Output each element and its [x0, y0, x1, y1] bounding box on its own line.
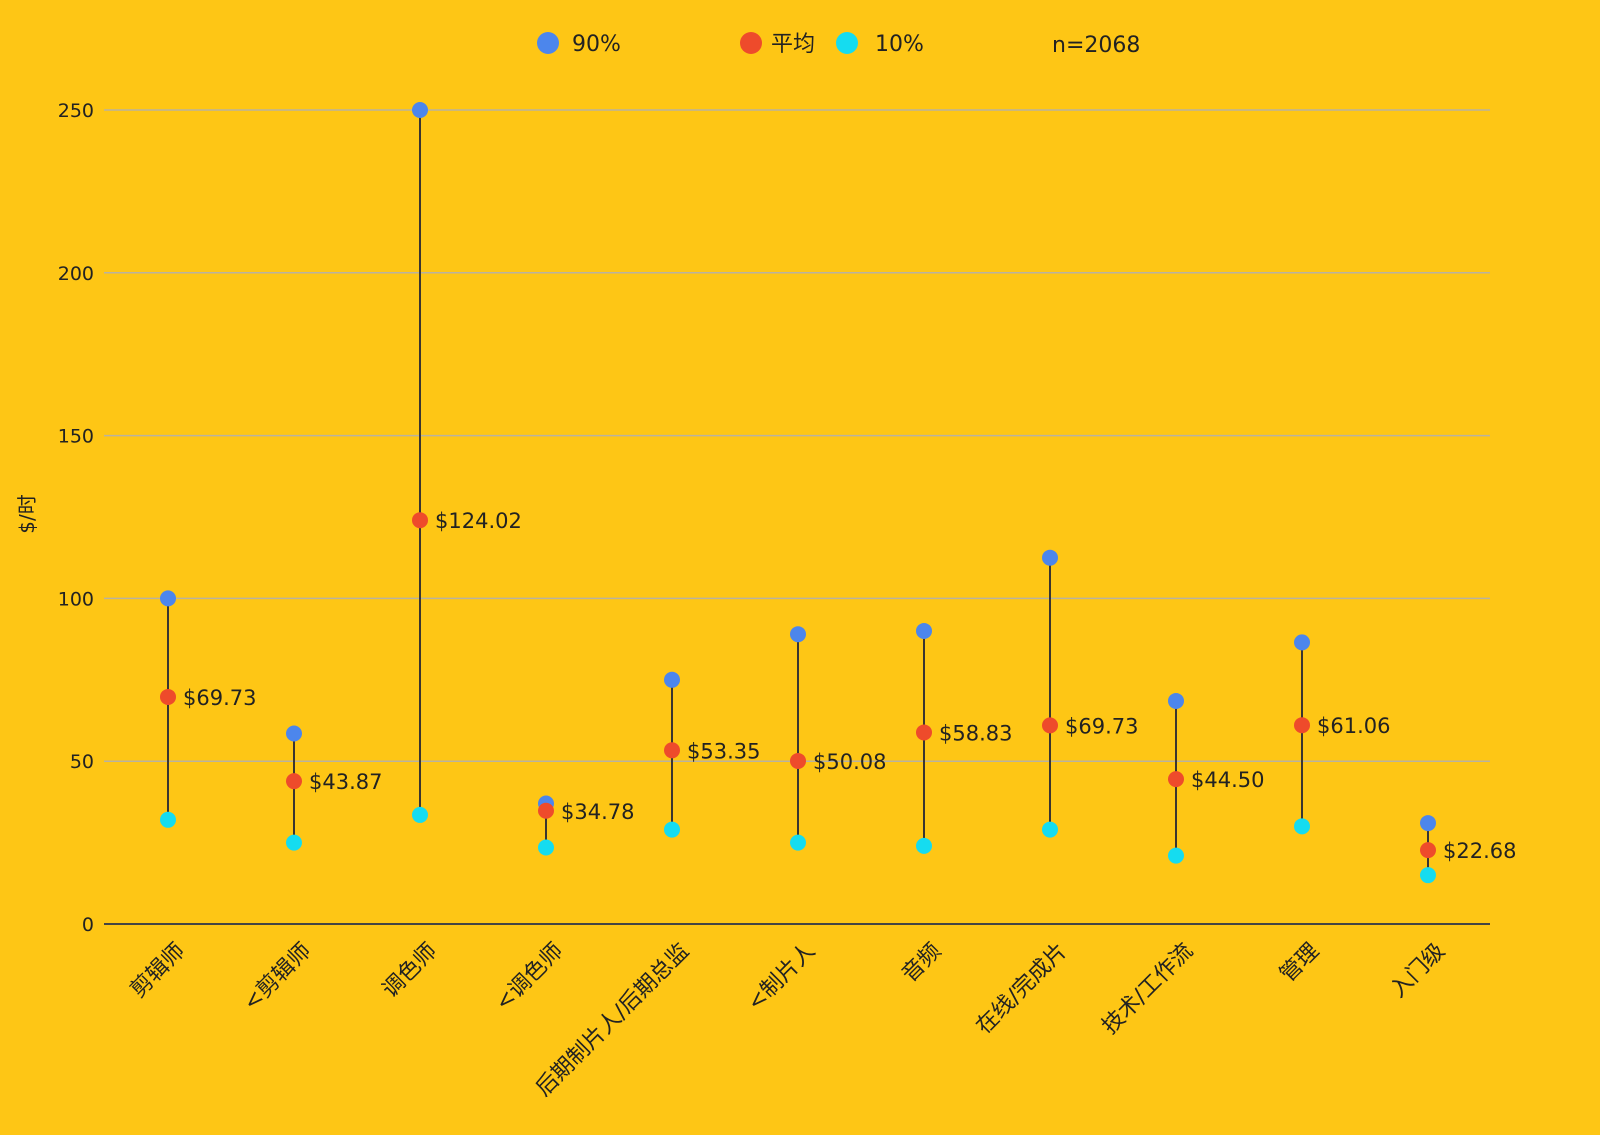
- mean-value-label: $53.35: [687, 739, 760, 763]
- legend-swatch-10: [836, 32, 858, 54]
- mean-value-label: $43.87: [309, 770, 382, 794]
- y-tick-labels: 0 50 100 150 200 250: [58, 100, 94, 936]
- p10-dot: [160, 811, 176, 828]
- p10-dot: [1168, 847, 1184, 864]
- legend: 90% 平均 10% n=2068: [537, 32, 1140, 58]
- p10-dot: [286, 834, 302, 851]
- mean-value-label: $61.06: [1317, 714, 1390, 738]
- mean-dot: [1294, 717, 1310, 734]
- p90-dot: [916, 622, 932, 639]
- p90-dot: [160, 590, 176, 607]
- p10-dot: [664, 821, 680, 838]
- category-label: <制片人: [743, 939, 820, 1016]
- p10-dot: [538, 839, 554, 856]
- mean-value-label: $124.02: [435, 509, 522, 533]
- mean-dot: [916, 724, 932, 741]
- p10-dot: [1042, 821, 1058, 838]
- mean-value-label: $69.73: [183, 686, 256, 710]
- mean-dot: [412, 512, 428, 529]
- mean-dot: [538, 802, 554, 819]
- mean-dot: [286, 773, 302, 790]
- legend-swatch-avg: [740, 32, 762, 54]
- y-tick-label: 0: [82, 914, 94, 936]
- y-tick-label: 100: [58, 588, 94, 610]
- y-tick-label: 200: [58, 263, 94, 285]
- category-label: 技术/工作流: [1098, 939, 1199, 1040]
- category-label: 管理: [1275, 939, 1324, 988]
- data-points: [160, 102, 1436, 884]
- legend-swatch-90: [537, 32, 559, 54]
- y-axis-label: $/时: [15, 494, 39, 533]
- p90-dot: [790, 626, 806, 643]
- category-label: <调色师: [491, 939, 568, 1016]
- p10-dot: [790, 834, 806, 851]
- p10-dot: [916, 837, 932, 854]
- category-label: 在线/完成片: [972, 939, 1073, 1040]
- p10-dot: [1420, 867, 1436, 884]
- legend-label-10: 10%: [875, 32, 924, 57]
- y-tick-label: 250: [58, 100, 94, 122]
- grid-lines: [104, 109, 1490, 762]
- category-label: <剪辑师: [239, 939, 316, 1016]
- y-tick-label: 150: [58, 426, 94, 448]
- p90-dot: [1294, 634, 1310, 651]
- category-label: 音频: [897, 939, 946, 988]
- p90-dot: [286, 725, 302, 742]
- mean-value-label: $58.83: [939, 721, 1012, 745]
- p90-dot: [664, 671, 680, 688]
- category-label: 调色师: [378, 939, 442, 1003]
- axes: $/时: [15, 494, 1490, 925]
- mean-value-label: $22.68: [1443, 839, 1516, 863]
- mean-dot: [790, 752, 806, 769]
- legend-label-avg: 平均: [771, 32, 815, 57]
- mean-dot: [664, 742, 680, 759]
- mean-value-label: $69.73: [1065, 714, 1138, 738]
- mean-dot: [1420, 842, 1436, 859]
- sample-size-note: n=2068: [1052, 33, 1140, 58]
- p10-dot: [1294, 818, 1310, 835]
- mean-dot: [1168, 771, 1184, 788]
- category-label: 入门级: [1386, 939, 1450, 1003]
- p90-dot: [1168, 692, 1184, 709]
- p90-dot: [1042, 549, 1058, 566]
- legend-label-90: 90%: [572, 32, 621, 57]
- mean-dot: [1042, 717, 1058, 734]
- p10-dot: [412, 806, 428, 823]
- value-labels: $69.73 $43.87 $124.02 $34.78 $53.35 $50.08 $58…: [183, 509, 1516, 863]
- mean-value-label: $34.78: [561, 800, 634, 824]
- p90-dot: [1420, 815, 1436, 832]
- p90-dot: [412, 102, 428, 118]
- y-tick-label: 50: [70, 751, 94, 773]
- category-label: 剪辑师: [126, 939, 190, 1003]
- mean-value-label: $44.50: [1191, 768, 1264, 792]
- mean-value-label: $50.08: [813, 750, 886, 774]
- mean-dot: [160, 688, 176, 705]
